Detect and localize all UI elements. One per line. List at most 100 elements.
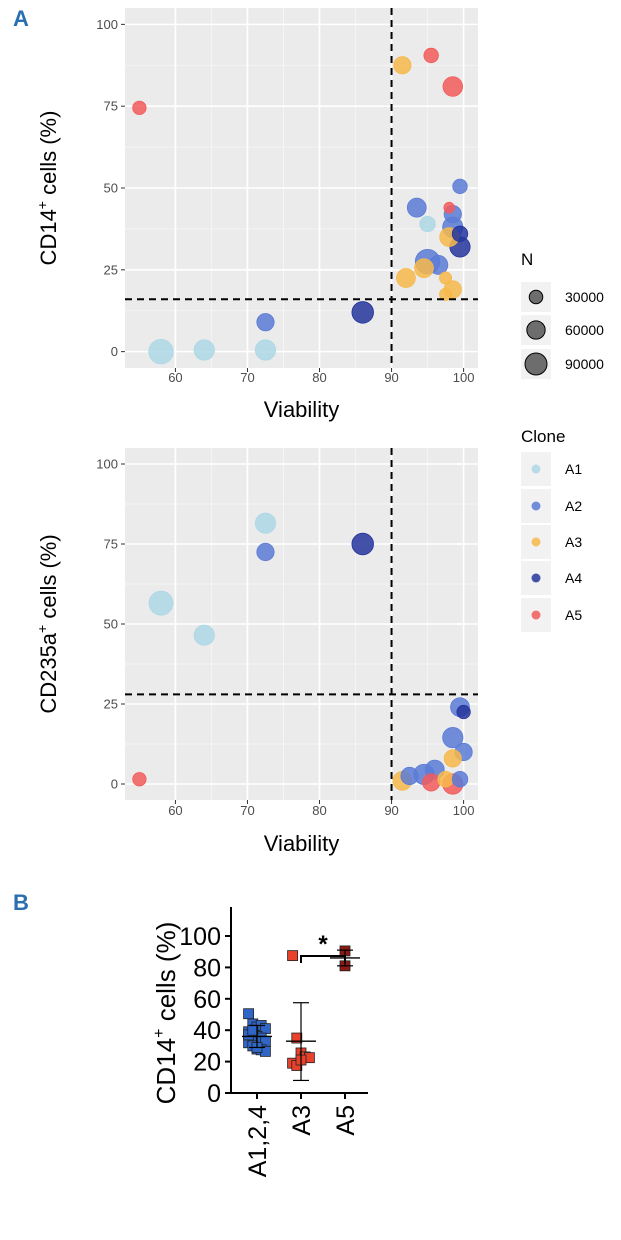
scatter-plot-cd14: 60 70 80 90 100 0 25 50 75 100 Viability CD14+ cell… bbox=[34, 8, 478, 422]
y-axis-label-sup: + bbox=[34, 625, 50, 633]
x-category-label: A3 bbox=[288, 1105, 316, 1136]
y-axis-label-sup: + bbox=[34, 201, 50, 209]
data-point-a2 bbox=[406, 197, 427, 218]
y-tick-label: 0 bbox=[207, 1080, 221, 1108]
dot-plot-cd14-by-clone: 0 20 40 60 80 100 A1,2,4 A3 A5 CD14+ cells (%) * bbox=[151, 907, 368, 1177]
data-point-a4 bbox=[456, 704, 471, 720]
y-tick-label: 20 bbox=[193, 1049, 221, 1077]
y-tick-label: 50 bbox=[104, 617, 118, 632]
y-axis-label-main: CD14 bbox=[151, 1038, 181, 1104]
data-point-a2 bbox=[442, 727, 464, 749]
y-axis-label: CD235a+ cells (%) bbox=[34, 534, 61, 713]
data-point-a1 bbox=[254, 512, 277, 534]
color-legend-symbol-a3 bbox=[531, 537, 541, 547]
data-point-a5 bbox=[443, 201, 455, 214]
panel-label-b: B bbox=[13, 890, 29, 915]
data-point bbox=[243, 1008, 255, 1020]
size-legend-symbol bbox=[526, 320, 546, 340]
y-axis-label-sup: + bbox=[151, 1029, 168, 1038]
data-point-a1 bbox=[419, 215, 436, 233]
data-point-a5 bbox=[422, 773, 441, 792]
data-point-a5 bbox=[423, 47, 439, 64]
y-axis-label: CD14+ cells (%) bbox=[34, 111, 61, 266]
x-tick-label: 70 bbox=[240, 370, 254, 385]
y-tick-label: 75 bbox=[104, 99, 118, 114]
data-point-a3 bbox=[443, 749, 462, 768]
data-point-a3 bbox=[396, 268, 416, 288]
data-point-a1 bbox=[148, 590, 174, 616]
y-tick-label: 25 bbox=[104, 697, 118, 712]
y-tick-label: 80 bbox=[193, 954, 221, 982]
significance-marker: * bbox=[318, 931, 328, 958]
x-tick-label: 100 bbox=[453, 370, 475, 385]
x-tick-label: 60 bbox=[168, 803, 182, 818]
data-point-a3 bbox=[439, 271, 453, 285]
data-point-a5 bbox=[132, 100, 147, 115]
y-tick-label: 60 bbox=[193, 986, 221, 1014]
color-legend-symbol-a4 bbox=[531, 573, 541, 583]
x-axis-label: Viability bbox=[264, 397, 339, 422]
y-tick-label: 100 bbox=[96, 457, 118, 472]
x-tick-label: 60 bbox=[168, 370, 182, 385]
size-legend-symbol bbox=[524, 352, 548, 376]
y-tick-label: 75 bbox=[104, 537, 118, 552]
y-axis-label: CD14+ cells (%) bbox=[151, 922, 181, 1105]
x-tick-label: 80 bbox=[312, 803, 326, 818]
data-point-a1 bbox=[193, 339, 215, 361]
color-legend-symbol-a2 bbox=[531, 501, 541, 511]
data-point-a5 bbox=[132, 772, 147, 787]
x-axis-label: Viability bbox=[264, 831, 339, 856]
y-axis-label-rest: cells (%) bbox=[36, 111, 61, 201]
size-legend-title: N bbox=[521, 250, 533, 269]
color-legend-symbol-a5 bbox=[531, 610, 541, 620]
significance-bracket bbox=[300, 955, 346, 963]
y-tick-label: 100 bbox=[96, 17, 118, 32]
data-point-a3 bbox=[393, 56, 412, 75]
color-legend-label: A5 bbox=[565, 607, 582, 623]
data-point-a3 bbox=[437, 771, 454, 788]
y-axis-label-main: CD14 bbox=[36, 209, 61, 265]
data-point-a1 bbox=[148, 338, 174, 365]
scatter-plot-cd235a: 60 70 80 90 100 0 25 50 75 100 Viability CD235a+ ce… bbox=[34, 448, 478, 856]
color-legend-label: A4 bbox=[565, 570, 582, 586]
panel-label-a: A bbox=[13, 6, 29, 31]
x-tick-label: 80 bbox=[312, 370, 326, 385]
data-point bbox=[247, 1024, 259, 1036]
y-tick-label: 40 bbox=[193, 1017, 221, 1045]
x-tick-label: 90 bbox=[384, 803, 398, 818]
color-legend-symbol-a1 bbox=[531, 464, 541, 474]
y-axis-label-rest: cells (%) bbox=[151, 922, 181, 1029]
y-tick-label: 50 bbox=[104, 181, 118, 196]
x-tick-label: 90 bbox=[384, 370, 398, 385]
color-legend-label: A1 bbox=[565, 461, 582, 477]
data-point-a4 bbox=[451, 225, 469, 242]
color-legend-label: A2 bbox=[565, 498, 582, 514]
y-tick-label: 0 bbox=[111, 777, 118, 792]
y-axis-label-main: CD235a bbox=[36, 632, 61, 713]
data-point-a4 bbox=[351, 532, 374, 556]
data-point-a5 bbox=[442, 76, 464, 97]
data-point-a2 bbox=[400, 766, 419, 786]
size-legend-label: 60000 bbox=[565, 322, 604, 338]
data-point-a3 bbox=[414, 258, 434, 279]
data-point-a2 bbox=[451, 771, 469, 788]
y-axis-label-rest: cells (%) bbox=[36, 534, 61, 624]
x-tick-label: 100 bbox=[453, 803, 475, 818]
size-legend-label: 90000 bbox=[565, 356, 604, 372]
x-category-label: A5 bbox=[332, 1105, 360, 1136]
data-point bbox=[291, 1032, 303, 1044]
data-point bbox=[287, 950, 299, 962]
color-legend-label: A3 bbox=[565, 534, 582, 550]
data-point-a2 bbox=[256, 313, 275, 332]
data-point-a1 bbox=[193, 624, 215, 646]
data-point-a1 bbox=[254, 339, 277, 361]
color-legend-title: Clone bbox=[521, 427, 565, 446]
size-legend-label: 30000 bbox=[565, 289, 604, 305]
data-point-a4 bbox=[351, 301, 374, 324]
x-tick-label: 70 bbox=[240, 803, 254, 818]
data-point-a2 bbox=[452, 178, 468, 195]
data-point-a3 bbox=[439, 287, 453, 301]
data-point-a2 bbox=[256, 542, 275, 562]
